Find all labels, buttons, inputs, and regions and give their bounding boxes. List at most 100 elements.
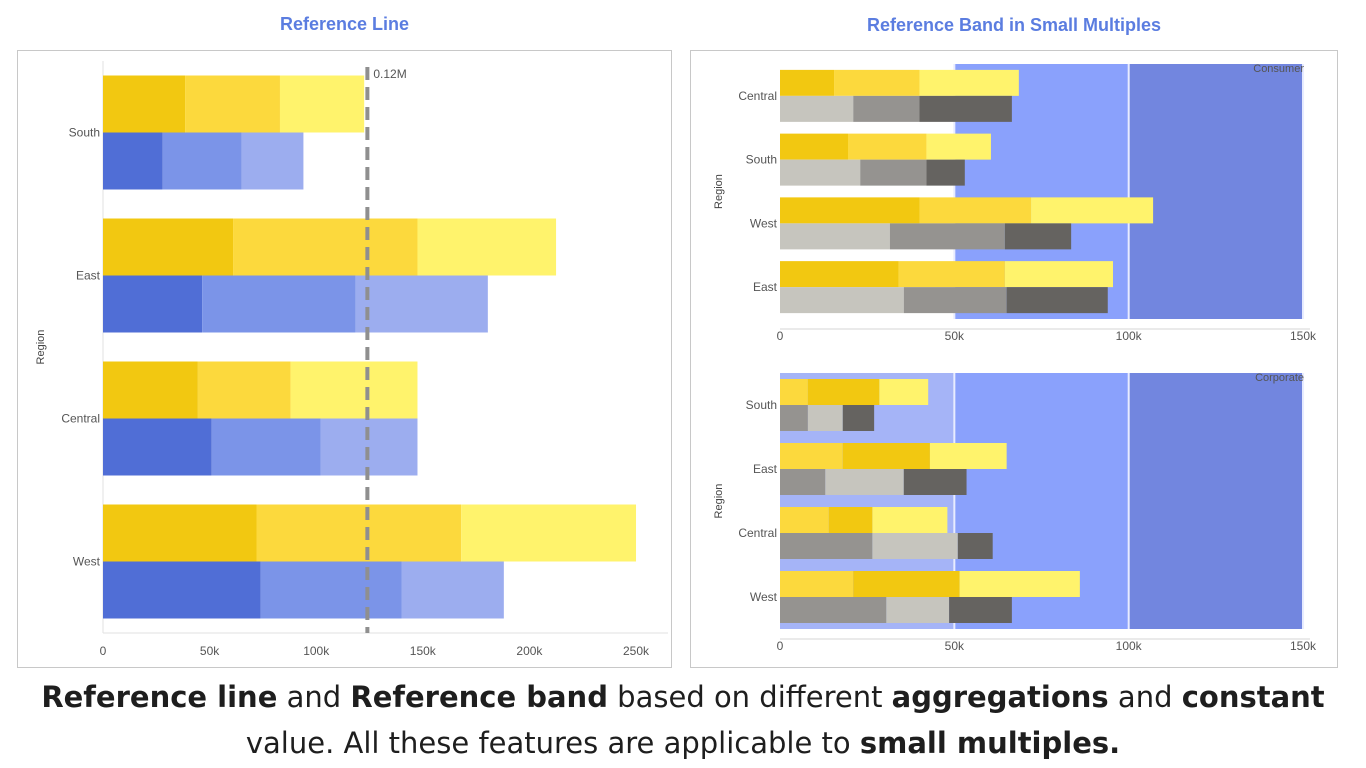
facet-consumer-category-label-west: West bbox=[750, 216, 778, 230]
facet-consumer-bar-east-top-seg-3 bbox=[1004, 261, 1113, 288]
facet-consumer-category-label-south: South bbox=[746, 153, 777, 167]
caption-based-on: based on different bbox=[607, 680, 892, 714]
facet-consumer-bar-south-top-seg-1 bbox=[780, 133, 848, 160]
reference-band-chart-title: Reference Band in Small Multiples bbox=[866, 15, 1162, 35]
left-bar-west-bottom-seg-2 bbox=[260, 561, 402, 619]
facet-consumer-x-tick-label-1: 0 bbox=[777, 329, 784, 343]
facet-consumer-bar-central-top-seg-2 bbox=[834, 69, 920, 96]
facet-corporate-x-tick-label-1: 0 bbox=[777, 639, 784, 653]
facet-consumer-bar-central-top-seg-1 bbox=[780, 69, 835, 96]
left-bar-south-top-seg-2 bbox=[185, 75, 280, 133]
facet-consumer-bar-east-bottom-seg-3 bbox=[1006, 287, 1108, 314]
facet-corporate-bar-south-top-seg-3 bbox=[879, 379, 929, 405]
caption-small-multiples: small multiples. bbox=[859, 726, 1121, 760]
left-bar-east-top-seg-2 bbox=[233, 218, 418, 276]
facet-corporate-bar-central-bottom-seg-2 bbox=[872, 533, 958, 559]
left-bar-east-bottom-seg-3 bbox=[355, 275, 488, 333]
facet-corporate-bar-east-top-seg-1 bbox=[780, 443, 843, 469]
facet-corporate-bar-south-top-seg-1 bbox=[780, 379, 808, 405]
facet-corporate-x-tick-label-4: 150k bbox=[1290, 639, 1317, 653]
facet-corporate-bar-west-bottom-seg-2 bbox=[886, 597, 950, 623]
facet-corporate-bar-west-bottom-seg-3 bbox=[949, 597, 1012, 623]
left-x-tick-label-3: 100k bbox=[303, 644, 330, 658]
left-y-axis-title: Region bbox=[35, 330, 47, 365]
left-bar-central-top-seg-1 bbox=[103, 361, 198, 419]
facet-corporate-bar-west-top-seg-3 bbox=[959, 571, 1080, 597]
facet-consumer-bar-central-bottom-seg-2 bbox=[853, 95, 920, 122]
left-bar-south-bottom-seg-3 bbox=[241, 132, 304, 190]
caption-reference-band: Reference band bbox=[350, 680, 608, 714]
left-bar-west-bottom-seg-1 bbox=[103, 561, 261, 619]
facet-corporate-x-tick-label-2: 50k bbox=[945, 639, 965, 653]
left-x-tick-label-4: 150k bbox=[410, 644, 437, 658]
caption-aggregations: aggregations bbox=[891, 680, 1109, 714]
facet-corporate-reference-band-3 bbox=[1128, 373, 1304, 629]
left-bar-central-top-seg-2 bbox=[197, 361, 291, 419]
left-bar-central-bottom-seg-2 bbox=[211, 418, 321, 476]
left-x-tick-label-6: 250k bbox=[623, 644, 650, 658]
caption-reference-line: Reference line bbox=[41, 680, 278, 714]
left-bar-south-bottom-seg-1 bbox=[103, 132, 163, 190]
left-bar-west-top-seg-3 bbox=[461, 504, 637, 562]
facet-corporate-bar-central-top-seg-1 bbox=[780, 507, 829, 533]
facet-consumer-bar-west-top-seg-1 bbox=[780, 197, 920, 224]
facet-consumer-reference-band-2 bbox=[1128, 64, 1304, 319]
facet-corporate-bar-east-top-seg-3 bbox=[929, 443, 1007, 469]
facet-corporate-category-label-west: West bbox=[750, 590, 778, 604]
facet-consumer-category-label-central: Central bbox=[738, 89, 777, 103]
facet-corporate-x-tick-label-3: 100k bbox=[1116, 639, 1143, 653]
facet-consumer-bar-west-bottom-seg-2 bbox=[889, 223, 1005, 250]
left-bar-east-top-seg-3 bbox=[417, 218, 557, 276]
facet-consumer-bar-south-bottom-seg-2 bbox=[860, 159, 927, 186]
facet-consumer-label: Consumer bbox=[1253, 63, 1304, 75]
facet-consumer-y-axis-title: Region bbox=[713, 174, 725, 209]
facet-corporate-bar-east-bottom-seg-3 bbox=[903, 469, 967, 495]
facet-consumer-bar-west-bottom-seg-1 bbox=[780, 223, 890, 250]
left-category-label-west: West bbox=[73, 555, 101, 569]
facet-corporate-bar-east-bottom-seg-2 bbox=[825, 469, 904, 495]
reference-line-label: 0.12M bbox=[373, 67, 406, 81]
left-bar-south-top-seg-3 bbox=[279, 75, 365, 133]
reference-band-small-multiples-chart: Central South West East 0 50k 100k 150k Consumer… bbox=[713, 63, 1317, 653]
facet-consumer-bar-central-top-seg-3 bbox=[919, 69, 1019, 96]
facet-consumer-bar-east-bottom-seg-2 bbox=[903, 287, 1007, 314]
left-bar-south-top-seg-1 bbox=[103, 75, 186, 133]
facet-corporate-bar-south-bottom-seg-2 bbox=[807, 405, 843, 431]
facet-corporate-bar-west-top-seg-1 bbox=[780, 571, 854, 597]
facet-corporate-bar-west-top-seg-2 bbox=[853, 571, 960, 597]
facet-consumer-bar-south-top-seg-2 bbox=[847, 133, 927, 160]
caption-value-text: value. All these features are applicable… bbox=[245, 726, 860, 760]
facet-corporate-category-label-south: South bbox=[746, 398, 777, 412]
facet-consumer-bar-west-top-seg-3 bbox=[1031, 197, 1154, 224]
left-category-label-east: East bbox=[76, 269, 101, 283]
facet-corporate-bar-south-bottom-seg-3 bbox=[842, 405, 875, 431]
caption-and-1: and bbox=[277, 680, 351, 714]
facet-consumer-x-tick-label-2: 50k bbox=[945, 329, 965, 343]
caption: Reference line and Reference band based … bbox=[0, 674, 1366, 766]
left-x-tick-label-2: 50k bbox=[200, 644, 220, 658]
left-bar-central-top-seg-3 bbox=[290, 361, 418, 419]
facet-consumer-bar-east-top-seg-2 bbox=[898, 261, 1005, 288]
facet-corporate-category-label-central: Central bbox=[738, 526, 777, 540]
left-x-tick-label-5: 200k bbox=[516, 644, 543, 658]
caption-constant: constant bbox=[1181, 680, 1325, 714]
left-bar-west-bottom-seg-3 bbox=[401, 561, 504, 619]
left-bar-south-bottom-seg-2 bbox=[162, 132, 242, 190]
facet-consumer-bar-central-bottom-seg-3 bbox=[919, 95, 1012, 122]
facet-corporate-bar-south-bottom-seg-1 bbox=[780, 405, 808, 431]
left-bar-east-top-seg-1 bbox=[103, 218, 234, 276]
facet-corporate-category-label-east: East bbox=[753, 462, 778, 476]
facet-corporate-bar-central-top-seg-3 bbox=[872, 507, 948, 533]
facet-consumer-x-tick-label-4: 150k bbox=[1290, 329, 1317, 343]
facet-corporate-bar-central-bottom-seg-1 bbox=[780, 533, 873, 559]
facet-corporate-bar-west-bottom-seg-1 bbox=[780, 597, 887, 623]
facet-consumer-bar-central-bottom-seg-1 bbox=[780, 95, 854, 122]
left-x-tick-label-1: 0 bbox=[100, 644, 107, 658]
facet-corporate-label: Corporate bbox=[1255, 372, 1304, 384]
facet-consumer-bar-east-top-seg-1 bbox=[780, 261, 899, 288]
facet-corporate-bar-central-bottom-seg-3 bbox=[957, 533, 993, 559]
left-bar-east-bottom-seg-1 bbox=[103, 275, 203, 333]
facet-corporate-bar-east-top-seg-2 bbox=[842, 443, 930, 469]
reference-line-chart-panel: South East Central West 0 50k 100k 150k 200k 250k… bbox=[17, 50, 672, 668]
facet-consumer-bar-south-bottom-seg-1 bbox=[780, 159, 861, 186]
